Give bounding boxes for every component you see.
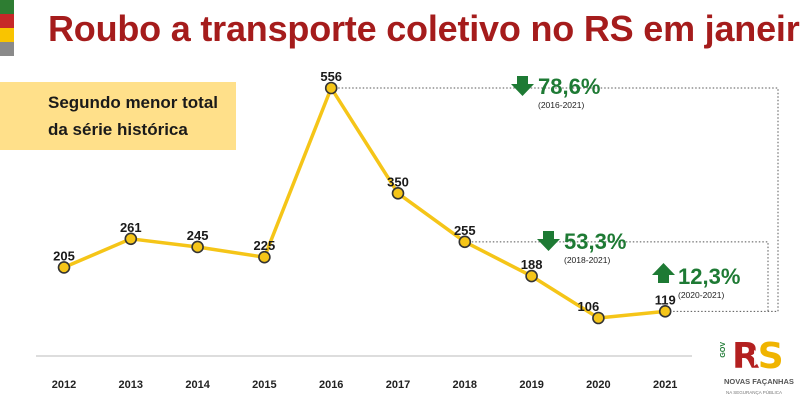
note-line-1: Segundo menor total <box>48 93 218 112</box>
x-tick-2017: 2017 <box>386 379 410 391</box>
x-tick-2019: 2019 <box>519 379 543 391</box>
value-label-2019: 188 <box>521 257 543 272</box>
color-stripes <box>0 0 14 56</box>
stripe-green <box>0 0 14 14</box>
x-tick-2016: 2016 <box>319 379 343 391</box>
data-point-2017 <box>391 186 405 200</box>
value-label-2017: 350 <box>387 174 409 189</box>
play-icon <box>754 350 766 366</box>
callout-range: (2020-2021) <box>678 290 724 300</box>
rs-logo: GOV RS NOVAS FAÇANHAS NA SEGURANÇA PÚBLI… <box>720 336 796 408</box>
x-tick-2018: 2018 <box>453 379 477 391</box>
change-callouts: 78,6%(2016-2021)53,3%(2018-2021)12,3%(20… <box>511 74 740 300</box>
arrow-down-icon <box>511 76 534 96</box>
stripe-gray <box>0 42 14 56</box>
data-point-2012 <box>57 261 71 274</box>
data-point-2021 <box>658 305 672 318</box>
gov-label: GOV <box>720 342 727 358</box>
x-tick-2015: 2015 <box>252 379 276 391</box>
value-label-2018: 255 <box>454 223 476 238</box>
value-label-2013: 261 <box>120 220 142 235</box>
x-tick-2012: 2012 <box>52 379 76 391</box>
callout-2018-2021: 53,3%(2018-2021) <box>537 229 626 265</box>
stripe-yellow <box>0 28 14 42</box>
value-label-2020: 106 <box>578 299 600 314</box>
data-point-2018 <box>458 235 472 249</box>
callout-2016-2021: 78,6%(2016-2021) <box>511 74 600 110</box>
note-line-2: da série histórica <box>48 120 188 139</box>
stripe-red <box>0 14 14 28</box>
value-label-2021: 119 <box>655 292 676 307</box>
data-points <box>57 81 672 325</box>
value-label-2012: 205 <box>53 248 75 263</box>
x-tick-2014: 2014 <box>185 379 210 391</box>
value-label-2016: 556 <box>320 69 342 84</box>
data-point-2020 <box>592 311 605 325</box>
highlight-note: Segundo menor total da série histórica <box>0 82 236 150</box>
data-point-2015 <box>258 250 271 264</box>
data-point-2016 <box>324 81 338 95</box>
callout-range: (2018-2021) <box>564 255 610 265</box>
x-tick-labels: 2012 2013 2014 2015 2016 2017 2018 2019 2020 2021 <box>52 379 678 391</box>
data-point-2013 <box>124 232 138 246</box>
arrow-down-icon <box>537 231 560 251</box>
data-point-2019 <box>525 269 538 283</box>
callout-percent: 12,3% <box>678 264 740 289</box>
logo-subtagline: NA SEGURANÇA PÚBLICA <box>726 390 783 395</box>
callout-2020-2021: 12,3%(2020-2021) <box>652 263 740 300</box>
value-labels: 205 261 245 225 556 350 255 188 106 119 <box>53 69 676 314</box>
series-line <box>62 86 667 320</box>
value-label-2015: 225 <box>254 238 276 253</box>
logo-tagline: NOVAS FAÇANHAS <box>724 377 794 386</box>
chart-title: Roubo a transporte coletivo no RS em jan… <box>48 8 800 49</box>
arrow-up-icon <box>652 263 675 283</box>
x-tick-2020: 2020 <box>586 379 610 391</box>
x-tick-2013: 2013 <box>119 379 143 391</box>
value-label-2014: 245 <box>187 228 209 243</box>
callout-percent: 53,3% <box>564 229 626 254</box>
data-point-2014 <box>191 240 204 254</box>
callout-percent: 78,6% <box>538 74 600 99</box>
callout-range: (2016-2021) <box>538 100 584 110</box>
x-tick-2021: 2021 <box>653 379 677 391</box>
